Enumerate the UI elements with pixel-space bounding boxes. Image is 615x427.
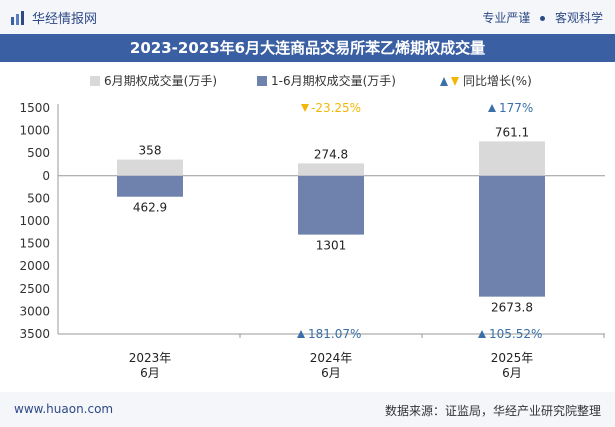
footer: www.huaon.com 数据来源：证监局，华经产业研究院整理 bbox=[0, 392, 615, 427]
legend-swatch-cumulative bbox=[257, 76, 267, 86]
x-tick-label: 2023年 bbox=[129, 351, 172, 365]
growth-up-triangle-icon bbox=[488, 104, 496, 112]
bar-monthly bbox=[479, 141, 545, 176]
top-bar: 华经情报网 专业严谨 客观科学 bbox=[0, 0, 615, 34]
data-label-cumulative: 2673.8 bbox=[491, 301, 533, 315]
y-tick-label: 2000 bbox=[19, 259, 50, 273]
separator-dot-icon bbox=[540, 16, 546, 21]
chart: 6月期权成交量(万手) 1-6月期权成交量(万手) 同比增长(%) 1500 1000 5… bbox=[19, 73, 605, 380]
growth-label-cumulative: 181.07% bbox=[308, 327, 361, 341]
y-tick-label: 0 bbox=[42, 169, 50, 183]
bar-cumulative bbox=[479, 175, 545, 297]
data-label-monthly: 274.8 bbox=[314, 147, 348, 161]
data-label-cumulative: 1301 bbox=[316, 239, 347, 253]
bar-monthly bbox=[117, 159, 183, 176]
x-tick-label: 6月 bbox=[502, 366, 522, 380]
x-tick-label: 2025年 bbox=[491, 351, 534, 365]
legend-down-triangle-icon bbox=[451, 77, 459, 86]
data-label-monthly: 358 bbox=[139, 144, 162, 158]
y-tick-label: 1000 bbox=[19, 214, 50, 228]
y-tick-label: 3000 bbox=[19, 304, 50, 318]
y-tick-label: 1500 bbox=[19, 101, 50, 115]
y-tick-label: 3500 bbox=[19, 327, 50, 341]
growth-down-triangle-icon bbox=[301, 104, 309, 112]
chart-title: 2023-2025年6月大连商品交易所苯乙烯期权成交量 bbox=[0, 34, 615, 62]
legend-swatch-monthly bbox=[90, 76, 100, 86]
growth-label-monthly: -23.25% bbox=[311, 101, 361, 115]
tagline: 专业严谨 客观科学 bbox=[482, 9, 603, 26]
y-tick-label: 500 bbox=[27, 191, 50, 205]
y-tick-label: 500 bbox=[27, 146, 50, 160]
brand-name: 华经情报网 bbox=[32, 12, 98, 27]
data-label-monthly: 761.1 bbox=[495, 125, 529, 139]
legend-label-monthly: 6月期权成交量(万手) bbox=[104, 73, 217, 88]
x-tick-label: 6月 bbox=[321, 366, 341, 380]
x-tick-label: 2024年 bbox=[310, 351, 353, 365]
legend-label-growth: 同比增长(%) bbox=[463, 74, 532, 88]
bar-cumulative bbox=[298, 175, 364, 235]
bar-cumulative bbox=[117, 175, 183, 197]
footer-site[interactable]: www.huaon.com bbox=[14, 402, 114, 416]
footer-source: 数据来源：证监局，华经产业研究院整理 bbox=[384, 404, 601, 418]
x-tick-label: 6月 bbox=[140, 366, 160, 380]
growth-up-triangle-icon bbox=[478, 330, 486, 338]
tagline-1: 专业严谨 bbox=[482, 11, 531, 25]
legend-up-triangle-icon bbox=[440, 77, 448, 86]
tagline-2: 客观科学 bbox=[554, 11, 603, 25]
y-tick-label: 1500 bbox=[19, 237, 50, 251]
legend-label-cumulative: 1-6月期权成交量(万手) bbox=[271, 73, 396, 88]
bar-monthly bbox=[298, 163, 364, 176]
growth-label-cumulative: 105.52% bbox=[489, 327, 542, 341]
data-label-cumulative: 462.9 bbox=[133, 201, 167, 215]
y-tick-label: 1000 bbox=[19, 124, 50, 138]
growth-up-triangle-icon bbox=[297, 330, 305, 338]
brand[interactable]: 华经情报网 bbox=[10, 8, 97, 27]
y-tick-label: 2500 bbox=[19, 282, 50, 296]
brand-logo-icon bbox=[11, 10, 24, 25]
growth-label-monthly: 177% bbox=[499, 101, 533, 115]
